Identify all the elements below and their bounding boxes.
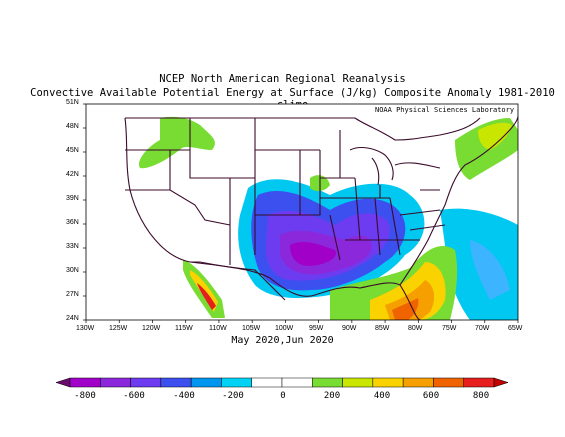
anomaly-region-atlantic-lightblue [470,240,510,300]
lon-label: 115W [175,325,193,332]
lat-label: 39N [66,195,79,202]
colorbar [55,377,509,388]
colorbar-swatch [463,377,495,388]
lon-label: 90W [342,325,357,332]
colorbar-swatch [130,377,162,388]
lon-label: 110W [209,325,227,332]
map-frame [85,103,519,321]
anomaly-region-southeast-red [392,298,419,320]
lon-label: 70W [475,325,490,332]
lat-label: 30N [66,267,79,274]
canada-border [125,117,481,141]
colorbar-swatch [342,377,374,388]
colorbar-swatch [372,377,404,388]
lon-label: 75W [442,325,457,332]
anomaly-region-north-green [139,116,215,169]
lat-label: 45N [66,147,79,154]
anomaly-region-northeast-yellow [478,122,512,150]
lon-label: 85W [375,325,390,332]
us-coastline-outline [124,110,518,320]
colorbar-swatch [402,377,434,388]
colorbar-swatch [433,377,464,388]
colorbar-label: 0 [280,391,286,401]
lat-label: 42N [66,171,79,178]
lon-label: 100W [275,325,294,332]
great-lakes [349,146,441,186]
colorbar-swatch [493,377,509,388]
time-period: May 2020,Jun 2020 [231,335,334,346]
lon-label: 65W [508,325,523,332]
colorbar-swatch [69,377,101,388]
lon-label: 95W [309,325,324,332]
colorbar-label: -200 [222,391,244,401]
colorbar-label: 200 [323,391,341,401]
lon-label: 120W [142,325,161,332]
state-lines [125,118,446,265]
axis-ticks [83,103,519,323]
colorbar-swatch [251,377,283,388]
anomaly-region-central-magenta [290,242,336,266]
colorbar-swatch [281,377,313,388]
map-title: NCEP North American Regional Reanalysis [159,73,406,85]
mexico-border [190,261,286,301]
colorbar-swatch [160,377,192,388]
colorbar-label: -600 [123,391,145,401]
boundaries [124,110,518,320]
lon-label: 125W [109,325,128,332]
anomaly-shading [139,116,518,320]
colorbar-swatch [221,377,252,388]
colorbar-swatch [100,377,131,388]
lat-label: 36N [66,219,79,226]
lat-label: 48N [66,123,79,130]
anomaly-region-baja-red [197,283,216,310]
colorbar-swatch [190,377,222,388]
colorbar-label: -400 [173,391,195,401]
lat-label: 33N [66,243,79,250]
colorbar-label: -800 [74,391,96,401]
colorbar-swatch [55,377,71,388]
lat-label: 51N [66,99,79,106]
colorbar-swatch [312,377,343,388]
lon-label: 130W [76,325,95,332]
lon-label: 80W [408,325,423,332]
lat-label: 27N [66,291,79,298]
lat-label: 24N [66,315,79,322]
colorbar-label: 600 [422,391,440,401]
colorbar-label: 800 [472,391,490,401]
lon-label: 105W [242,325,261,332]
credit-label: NOAA Physical Sciences Laboratory [373,106,517,114]
colorbar-label: 400 [373,391,391,401]
